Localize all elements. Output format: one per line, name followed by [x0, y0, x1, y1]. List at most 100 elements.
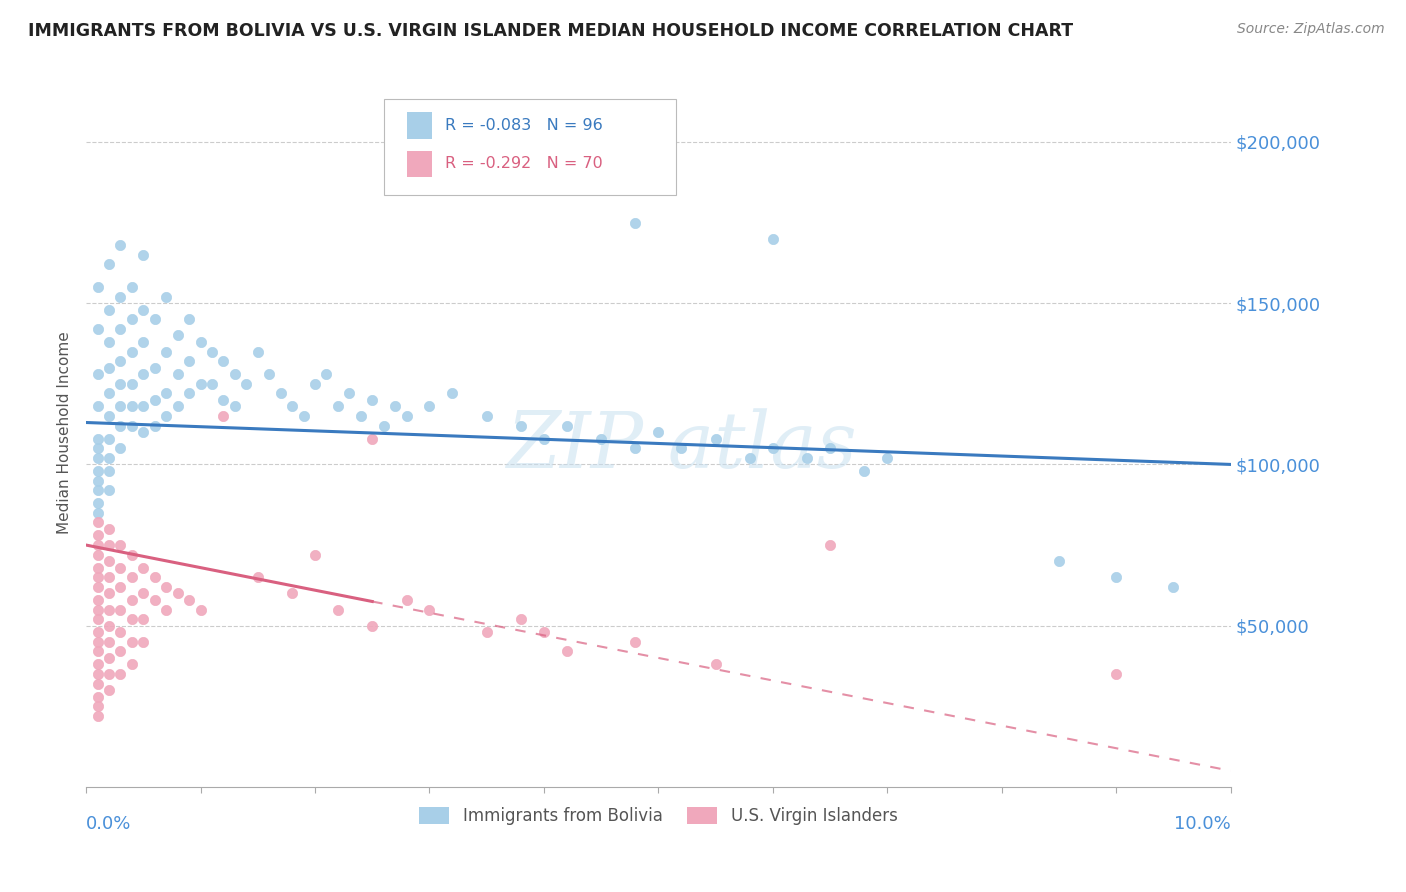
Point — [350, 409, 373, 423]
Point — [143, 418, 166, 433]
Point — [475, 409, 498, 423]
FancyBboxPatch shape — [406, 151, 432, 178]
Point — [155, 409, 177, 423]
Point — [86, 593, 108, 607]
Point — [121, 548, 143, 562]
Point — [132, 612, 155, 626]
Point — [86, 400, 108, 414]
Point — [97, 432, 120, 446]
Point — [361, 392, 384, 407]
Point — [97, 409, 120, 423]
Point — [97, 602, 120, 616]
Point — [121, 418, 143, 433]
Point — [212, 354, 235, 368]
Point — [246, 570, 269, 584]
Point — [224, 400, 246, 414]
Point — [86, 474, 108, 488]
Point — [177, 593, 200, 607]
Point — [86, 432, 108, 446]
Point — [97, 522, 120, 536]
Point — [97, 683, 120, 698]
Point — [510, 612, 533, 626]
Point — [97, 651, 120, 665]
Point — [796, 450, 818, 465]
Point — [86, 709, 108, 723]
Point — [212, 409, 235, 423]
Point — [418, 602, 440, 616]
Point — [86, 528, 108, 542]
Point — [110, 560, 132, 574]
Point — [86, 625, 108, 640]
Point — [704, 432, 727, 446]
Point — [97, 334, 120, 349]
Point — [624, 635, 647, 649]
Text: R = -0.292   N = 70: R = -0.292 N = 70 — [446, 156, 603, 171]
Point — [97, 386, 120, 401]
Point — [86, 677, 108, 691]
Point — [86, 548, 108, 562]
Point — [395, 409, 418, 423]
Point — [86, 506, 108, 520]
Point — [132, 367, 155, 381]
Point — [132, 586, 155, 600]
Point — [121, 400, 143, 414]
Point — [86, 657, 108, 672]
Text: 10.0%: 10.0% — [1174, 815, 1230, 833]
Point — [281, 586, 304, 600]
Point — [373, 418, 395, 433]
Point — [132, 635, 155, 649]
Point — [155, 386, 177, 401]
Point — [475, 625, 498, 640]
Point — [224, 367, 246, 381]
Point — [86, 644, 108, 658]
Point — [86, 560, 108, 574]
Point — [166, 367, 188, 381]
Point — [86, 690, 108, 704]
Point — [533, 625, 555, 640]
Y-axis label: Median Household Income: Median Household Income — [58, 331, 72, 533]
Point — [441, 386, 464, 401]
Text: Source: ZipAtlas.com: Source: ZipAtlas.com — [1237, 22, 1385, 37]
Point — [121, 376, 143, 391]
Point — [143, 593, 166, 607]
Text: R = -0.083   N = 96: R = -0.083 N = 96 — [446, 118, 603, 133]
Point — [110, 667, 132, 681]
Point — [97, 450, 120, 465]
Point — [86, 538, 108, 552]
Point — [86, 464, 108, 478]
Point — [86, 450, 108, 465]
Point — [132, 248, 155, 262]
Point — [1163, 580, 1185, 594]
Point — [624, 442, 647, 456]
Point — [86, 612, 108, 626]
Point — [143, 392, 166, 407]
Point — [86, 280, 108, 294]
Point — [86, 483, 108, 498]
Point — [110, 238, 132, 252]
Point — [110, 644, 132, 658]
Point — [738, 450, 761, 465]
Point — [201, 344, 224, 359]
Point — [97, 635, 120, 649]
Point — [121, 344, 143, 359]
Point — [132, 334, 155, 349]
Point — [97, 538, 120, 552]
Point — [876, 450, 898, 465]
Point — [121, 312, 143, 326]
Point — [97, 586, 120, 600]
Point — [110, 538, 132, 552]
Point — [121, 593, 143, 607]
Point — [97, 667, 120, 681]
Point — [647, 425, 669, 440]
Text: IMMIGRANTS FROM BOLIVIA VS U.S. VIRGIN ISLANDER MEDIAN HOUSEHOLD INCOME CORRELAT: IMMIGRANTS FROM BOLIVIA VS U.S. VIRGIN I… — [28, 22, 1073, 40]
Point — [166, 328, 188, 343]
Point — [121, 612, 143, 626]
Point — [155, 290, 177, 304]
Point — [110, 376, 132, 391]
Point — [143, 360, 166, 375]
Point — [155, 344, 177, 359]
Point — [818, 538, 841, 552]
Point — [97, 570, 120, 584]
Point — [86, 570, 108, 584]
Point — [201, 376, 224, 391]
